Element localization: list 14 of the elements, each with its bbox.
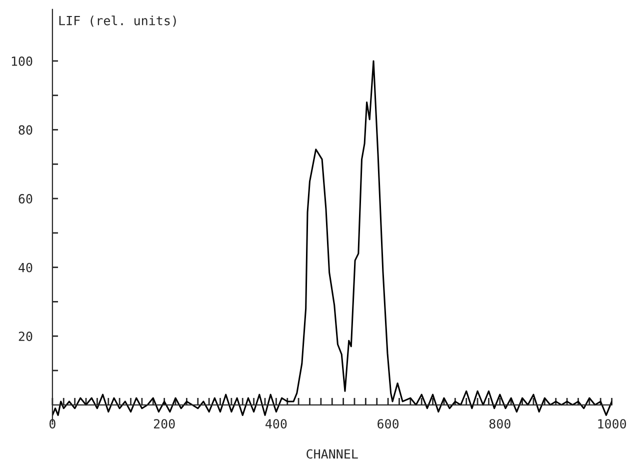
x-tick-label: 800 [489,419,510,429]
x-tick-label: 200 [154,419,175,429]
y-tick-label: 40 [18,262,32,272]
x-tick-label: 600 [378,419,399,429]
x-axis-title: CHANNEL [306,449,358,459]
x-tick-label: 0 [50,419,56,429]
line-series [52,60,612,416]
y-tick-label: 20 [18,332,32,342]
y-tick-label: 60 [18,194,32,204]
x-tick-label: 1000 [598,419,626,429]
y-axis-title: LIF (rel. units) [59,16,176,27]
y-tick-label: 100 [12,56,32,66]
y-tick-label: 80 [18,125,32,135]
x-tick-label: 400 [266,419,287,429]
